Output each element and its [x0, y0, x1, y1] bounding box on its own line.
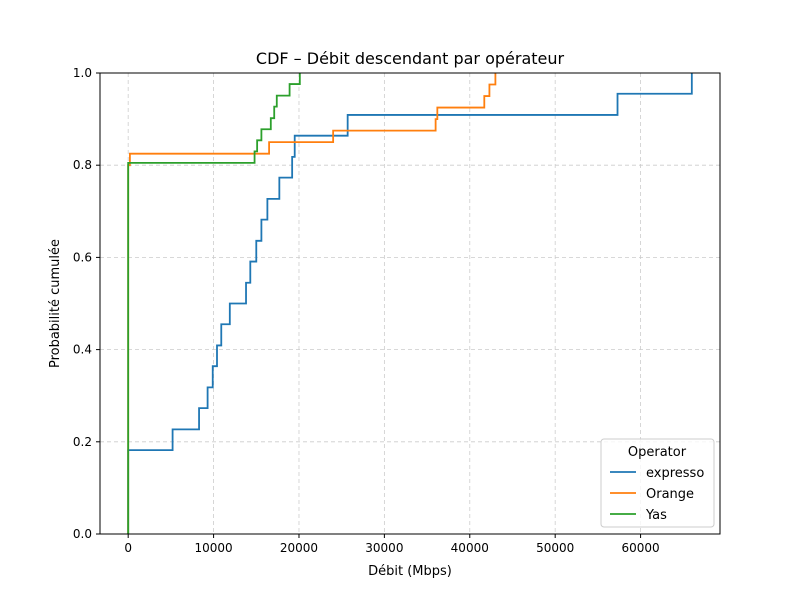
x-axis-label: Débit (Mbps) [368, 564, 452, 579]
legend: Operator expresso Orange Yas [600, 438, 715, 528]
x-axis-ticks: 0 10000 20000 30000 40000 50000 60000 [124, 534, 660, 555]
y-tick-label: 0.0 [73, 527, 92, 541]
y-tick-label: 1.0 [73, 66, 92, 80]
x-tick-label: 40000 [451, 541, 489, 555]
series-lines [127, 73, 693, 534]
series-line-yas [127, 73, 301, 534]
x-tick-label: 10000 [194, 541, 232, 555]
plot-frame [99, 72, 721, 535]
x-tick-label: 60000 [621, 541, 659, 555]
x-tick-label: 50000 [536, 541, 574, 555]
x-tick-label: 0 [124, 541, 132, 555]
legend-title: Operator [628, 445, 687, 460]
series-line-expresso [127, 73, 693, 534]
legend-box [600, 438, 715, 528]
legend-items: expresso Orange Yas [610, 466, 704, 523]
legend-label-expresso: expresso [646, 466, 704, 481]
series-line-orange [127, 73, 497, 534]
x-tick-label: 30000 [365, 541, 403, 555]
y-tick-label: 0.6 [73, 250, 92, 264]
chart-title: CDF – Débit descendant par opérateur [256, 49, 565, 68]
legend-label-orange: Orange [646, 487, 694, 502]
y-tick-label: 0.4 [73, 343, 92, 357]
x-tick-label: 20000 [280, 541, 318, 555]
y-axis-ticks: 0.0 0.2 0.4 0.6 0.8 1.0 [73, 66, 100, 541]
y-tick-label: 0.8 [73, 158, 92, 172]
legend-label-yas: Yas [645, 508, 667, 523]
y-axis-label: Probabilité cumulée [48, 239, 63, 368]
y-tick-label: 0.2 [73, 435, 92, 449]
